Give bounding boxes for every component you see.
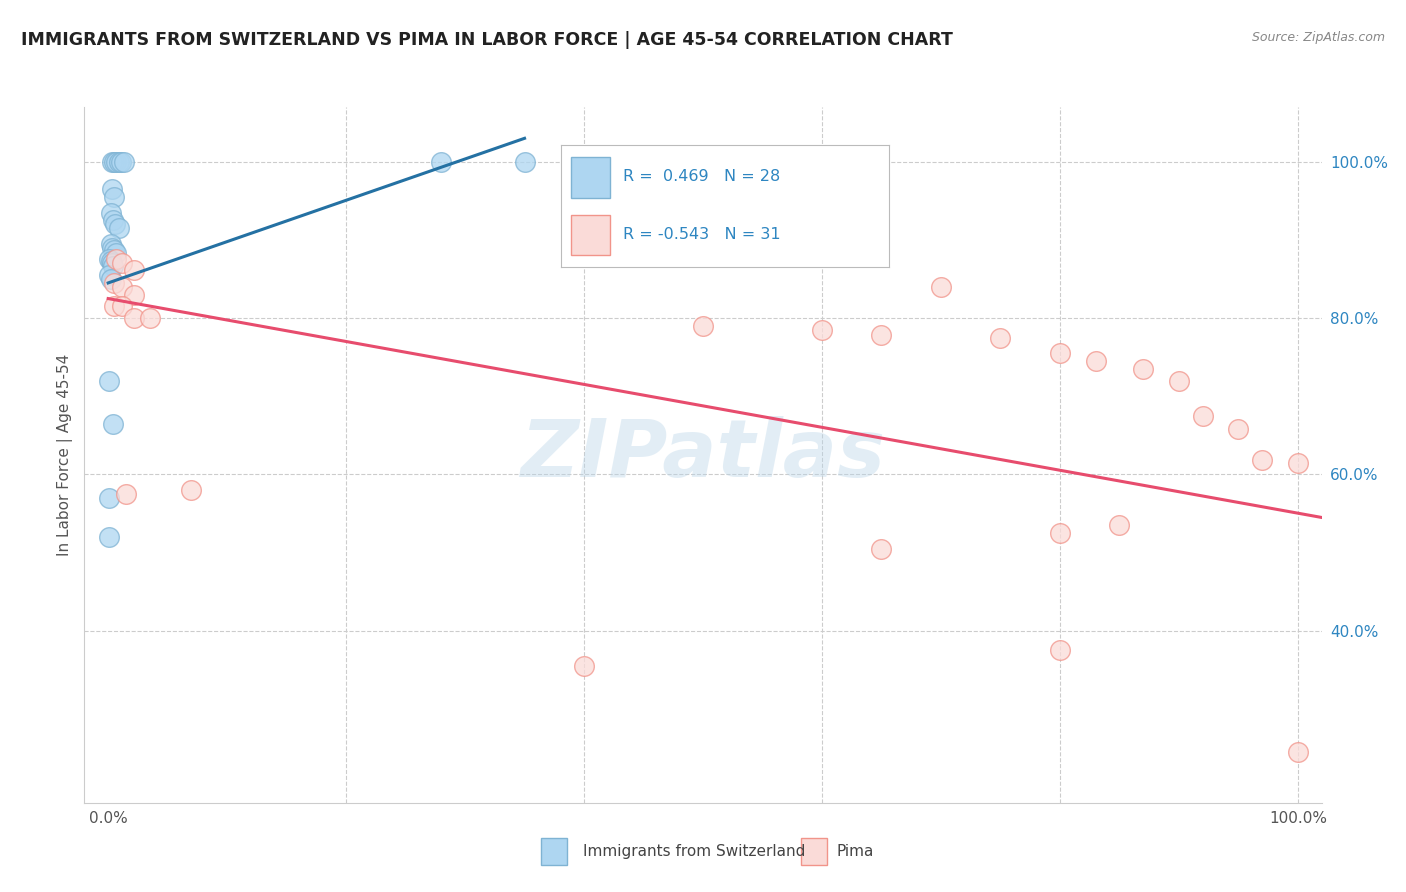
Point bbox=[124, 287, 146, 301]
Text: IMMIGRANTS FROM SWITZERLAND VS PIMA IN LABOR FORCE | AGE 45-54 CORRELATION CHART: IMMIGRANTS FROM SWITZERLAND VS PIMA IN L… bbox=[21, 31, 953, 49]
Point bbox=[103, 299, 125, 313]
Point bbox=[100, 272, 122, 286]
Text: Pima: Pima bbox=[837, 845, 875, 859]
Point bbox=[100, 154, 122, 169]
Text: R = -0.543   N = 31: R = -0.543 N = 31 bbox=[623, 227, 780, 243]
Text: ZIPatlas: ZIPatlas bbox=[520, 416, 886, 494]
Point bbox=[101, 259, 124, 273]
Point bbox=[929, 280, 952, 294]
Point bbox=[100, 205, 122, 219]
Point bbox=[692, 318, 714, 333]
Point bbox=[1049, 643, 1071, 657]
Point bbox=[103, 190, 125, 204]
Text: Immigrants from Switzerland: Immigrants from Switzerland bbox=[583, 845, 806, 859]
Point bbox=[870, 328, 893, 343]
Point bbox=[1191, 409, 1213, 423]
Point bbox=[1108, 518, 1130, 533]
Point bbox=[1049, 526, 1071, 541]
Point bbox=[103, 276, 125, 290]
Point bbox=[139, 311, 162, 326]
Point bbox=[111, 299, 134, 313]
Point bbox=[103, 243, 125, 257]
Point bbox=[100, 236, 122, 251]
Point bbox=[105, 154, 128, 169]
FancyBboxPatch shape bbox=[571, 158, 610, 198]
Text: R =  0.469   N = 28: R = 0.469 N = 28 bbox=[623, 169, 780, 185]
FancyBboxPatch shape bbox=[571, 215, 610, 255]
Point bbox=[101, 417, 124, 431]
Point bbox=[103, 154, 125, 169]
Point bbox=[990, 331, 1012, 345]
Point bbox=[104, 217, 127, 231]
Point bbox=[100, 182, 122, 196]
Point bbox=[513, 154, 536, 169]
Point bbox=[115, 487, 138, 501]
Point bbox=[870, 541, 893, 556]
Point bbox=[98, 252, 121, 267]
Point bbox=[572, 659, 595, 673]
Point bbox=[430, 154, 453, 169]
Point bbox=[98, 530, 121, 544]
Point bbox=[1251, 453, 1274, 467]
Point bbox=[98, 268, 121, 282]
Point bbox=[124, 262, 146, 277]
Point bbox=[101, 213, 124, 227]
Point bbox=[1049, 346, 1071, 360]
Point bbox=[100, 256, 122, 270]
Point bbox=[105, 252, 128, 267]
Point bbox=[108, 154, 131, 169]
Point bbox=[98, 374, 121, 388]
Point bbox=[105, 246, 128, 260]
Point bbox=[180, 483, 202, 497]
Point bbox=[1167, 374, 1189, 388]
Point bbox=[1227, 422, 1250, 436]
Y-axis label: In Labor Force | Age 45-54: In Labor Force | Age 45-54 bbox=[58, 354, 73, 556]
Point bbox=[110, 154, 132, 169]
Point bbox=[112, 154, 135, 169]
Point bbox=[108, 221, 131, 235]
Text: Source: ZipAtlas.com: Source: ZipAtlas.com bbox=[1251, 31, 1385, 45]
Point bbox=[1286, 745, 1309, 759]
Point bbox=[98, 491, 121, 505]
Point bbox=[111, 280, 134, 294]
Point bbox=[1286, 456, 1309, 470]
Point bbox=[100, 241, 122, 255]
Point bbox=[100, 254, 122, 268]
Point bbox=[124, 311, 146, 326]
Point bbox=[1084, 354, 1107, 368]
Point bbox=[111, 256, 134, 270]
Point bbox=[1132, 362, 1154, 376]
Point bbox=[811, 323, 834, 337]
